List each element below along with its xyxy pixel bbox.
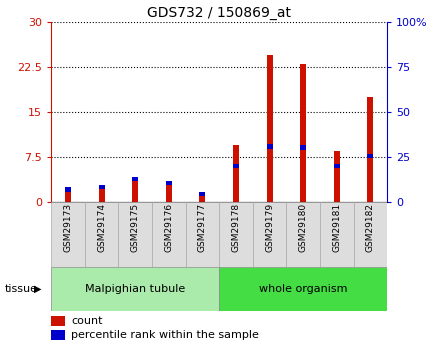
Bar [334,151,340,202]
Bar [85,202,118,267]
Text: GSM29178: GSM29178 [231,203,240,252]
Text: GSM29175: GSM29175 [131,203,140,252]
Bar [152,202,186,267]
Bar [334,164,340,168]
Bar [199,192,206,196]
Text: GSM29182: GSM29182 [366,203,375,252]
Text: GSM29174: GSM29174 [97,203,106,252]
Bar [367,154,373,158]
Text: GSM29181: GSM29181 [332,203,341,252]
Bar [233,145,239,202]
Bar [267,55,273,202]
Bar [65,190,71,202]
Bar [118,202,152,267]
Bar [51,330,65,340]
Text: percentile rank within the sample: percentile rank within the sample [71,330,259,340]
Bar [65,187,71,192]
Bar [166,185,172,202]
Bar [98,187,105,202]
Bar [353,202,387,267]
Bar [219,202,253,267]
Title: GDS732 / 150869_at: GDS732 / 150869_at [147,6,291,20]
Text: GSM29179: GSM29179 [265,203,274,252]
Bar [253,202,287,267]
Bar [51,316,65,326]
Bar [51,267,219,310]
Bar [219,267,387,310]
Bar [267,145,273,149]
Text: GSM29176: GSM29176 [164,203,173,252]
Text: tissue: tissue [4,284,37,294]
Bar [186,202,219,267]
Text: GSM29173: GSM29173 [64,203,73,252]
Bar [166,181,172,185]
Bar [300,145,306,149]
Text: GSM29180: GSM29180 [299,203,307,252]
Bar [51,202,85,267]
Bar [233,164,239,168]
Text: Malpighian tubule: Malpighian tubule [85,284,185,294]
Bar [98,185,105,189]
Text: count: count [71,316,103,326]
Text: GSM29177: GSM29177 [198,203,207,252]
Text: whole organism: whole organism [259,284,348,294]
Bar [320,202,354,267]
Text: ▶: ▶ [34,284,41,294]
Bar [287,202,320,267]
Bar [132,177,138,181]
Bar [199,193,206,202]
Bar [132,181,138,202]
Bar [367,97,373,202]
Bar [300,64,306,202]
